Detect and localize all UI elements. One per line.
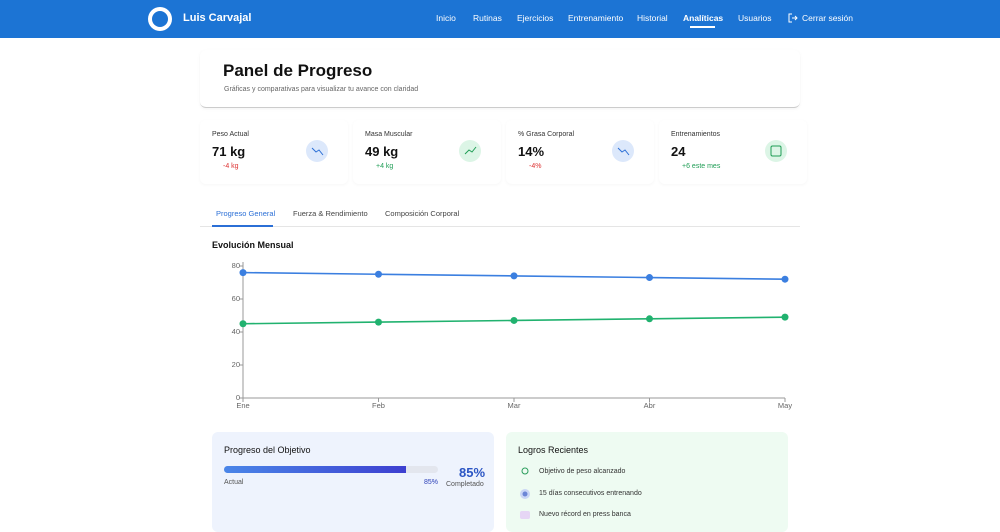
header-card xyxy=(200,50,800,108)
point xyxy=(375,318,382,326)
nav-link[interactable]: Rutinas xyxy=(473,13,502,23)
page-title: Panel de Progreso xyxy=(223,61,373,80)
stat-label: Entrenamientos xyxy=(671,131,721,138)
x-tick-label: May xyxy=(778,401,792,410)
point xyxy=(781,313,789,321)
chart-title: Evolución Mensual xyxy=(212,240,294,250)
stat-label: Masa Muscular xyxy=(365,131,413,138)
progress-track xyxy=(224,466,438,473)
nav-link[interactable]: Ejercicios xyxy=(517,13,554,23)
subtitle: Gráficas y comparativas para visualizar … xyxy=(224,86,419,93)
goal-title: Progreso del Objetivo xyxy=(224,445,311,455)
achievement: 15 días consecutivos entrenando xyxy=(539,490,642,497)
achievements-title: Logros Recientes xyxy=(518,445,589,455)
progress-big: 85% xyxy=(459,465,486,480)
point xyxy=(239,269,247,277)
x-tick-label: Mar xyxy=(508,401,521,410)
stat-icon xyxy=(459,140,481,162)
stat-change: +6 este mes xyxy=(682,163,721,170)
y-tick-label: 40 xyxy=(232,327,240,336)
stat-value: 14% xyxy=(518,144,545,159)
y-tick-label: 80 xyxy=(232,261,240,270)
stat-label: Peso Actual xyxy=(212,131,249,138)
achievement-icons xyxy=(520,467,530,519)
logo xyxy=(148,7,172,31)
chart: 0 20 40 60 80 Ene Feb Mar Abr May xyxy=(232,261,793,410)
point xyxy=(510,316,518,324)
nav-link-active[interactable]: Analíticas xyxy=(683,13,724,23)
achievement: Nuevo récord en press banca xyxy=(539,511,631,518)
progress-caption: Completado xyxy=(446,481,484,488)
achievement: Objetivo de peso alcanzado xyxy=(539,468,626,475)
stat-change: -4 kg xyxy=(223,163,239,170)
stat-value: 24 xyxy=(671,144,686,159)
point xyxy=(646,315,653,323)
tabs-divider xyxy=(200,226,800,227)
y-tick-label: 60 xyxy=(232,294,240,303)
tab[interactable]: Fuerza & Rendimiento xyxy=(293,209,368,218)
achievements-card xyxy=(506,432,788,532)
nav-link[interactable]: Usuarios xyxy=(738,13,772,23)
point xyxy=(239,320,247,328)
point xyxy=(510,272,518,280)
nav-link[interactable]: Historial xyxy=(637,13,668,23)
point xyxy=(375,270,382,278)
y-tick-label: 0 xyxy=(236,393,240,402)
nav-link[interactable]: Inicio xyxy=(436,13,456,23)
active-underline xyxy=(690,26,715,28)
stat-change: -4% xyxy=(529,163,542,170)
brand[interactable]: Luis Carvajal xyxy=(183,12,252,24)
progress-left: Actual xyxy=(224,479,244,486)
nav-link[interactable]: Entrenamiento xyxy=(568,13,624,23)
logout-icon xyxy=(788,13,798,23)
logout[interactable]: Cerrar sesión xyxy=(802,13,854,23)
stat-icon xyxy=(765,140,787,162)
stat-value: 71 kg xyxy=(212,144,246,159)
progress-label: 85% xyxy=(424,479,439,486)
x-tick-label: Abr xyxy=(644,401,656,410)
stat-value: 49 kg xyxy=(365,144,399,159)
y-tick-label: 20 xyxy=(232,360,240,369)
tab-active[interactable]: Progreso General xyxy=(216,209,276,218)
stat-icon xyxy=(306,140,328,162)
point xyxy=(646,274,653,282)
progress-bar xyxy=(224,466,406,473)
point xyxy=(781,275,789,283)
x-tick-label: Ene xyxy=(236,401,249,410)
stat-label: % Grasa Corporal xyxy=(518,131,575,138)
navbar: Luis Carvajal Inicio Rutinas Ejercicios … xyxy=(0,0,1000,38)
goal-card xyxy=(212,432,494,532)
stat-icon xyxy=(612,140,634,162)
stat-change: +4 kg xyxy=(376,163,394,170)
tab-underline xyxy=(212,225,273,227)
tab[interactable]: Composición Corporal xyxy=(385,209,460,218)
x-tick-label: Feb xyxy=(372,401,385,410)
